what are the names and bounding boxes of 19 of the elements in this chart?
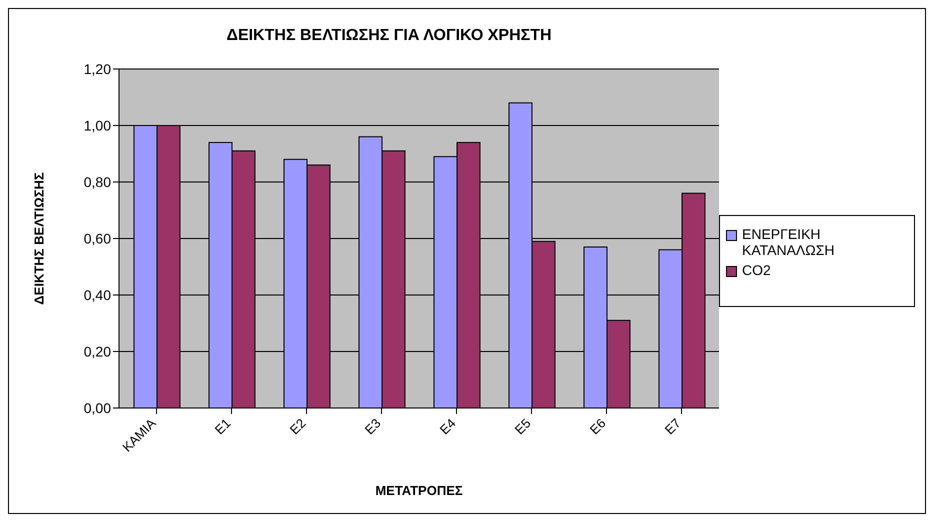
x-tick-label: Ε6 (586, 416, 609, 438)
y-tick-label: 0,60 (84, 230, 112, 246)
x-tick-label: Ε4 (436, 416, 459, 438)
x-tick-label: Ε1 (212, 416, 234, 438)
x-axis-title: ΜΕΤΑΤΡΟΠΕΣ (375, 483, 463, 498)
y-tick-label: 1,20 (84, 60, 112, 77)
chart-title: ΔΕΙΚΤΗΣ ΒΕΛΤΙΩΣΗΣ ΓΙΑ ΛΟΓΙΚΟ ΧΡΗΣΤΗ (225, 27, 553, 45)
legend-label: ΕΝΕΡΓΕΙΚΗ ΚΑΤΑΝΑΛΩΣΗ (742, 226, 836, 258)
y-tick-label: 0,40 (84, 286, 112, 303)
y-axis-title: ΔΕΙΚΤΗΣ ΒΕΛΤΙΩΣΗΣ (32, 172, 47, 305)
x-tick-label: Ε7 (662, 416, 684, 438)
x-tick-label: Ε5 (512, 416, 534, 438)
y-tick-label: 0,80 (84, 174, 112, 190)
legend-label: CO2 (742, 262, 771, 278)
x-tick-label: Ε3 (362, 416, 384, 438)
y-tick-label: 0,20 (84, 343, 112, 360)
y-tick-label: 1,00 (84, 117, 112, 134)
y-tick-label: 0,00 (84, 400, 112, 416)
x-tick-label: Ε2 (286, 416, 309, 438)
